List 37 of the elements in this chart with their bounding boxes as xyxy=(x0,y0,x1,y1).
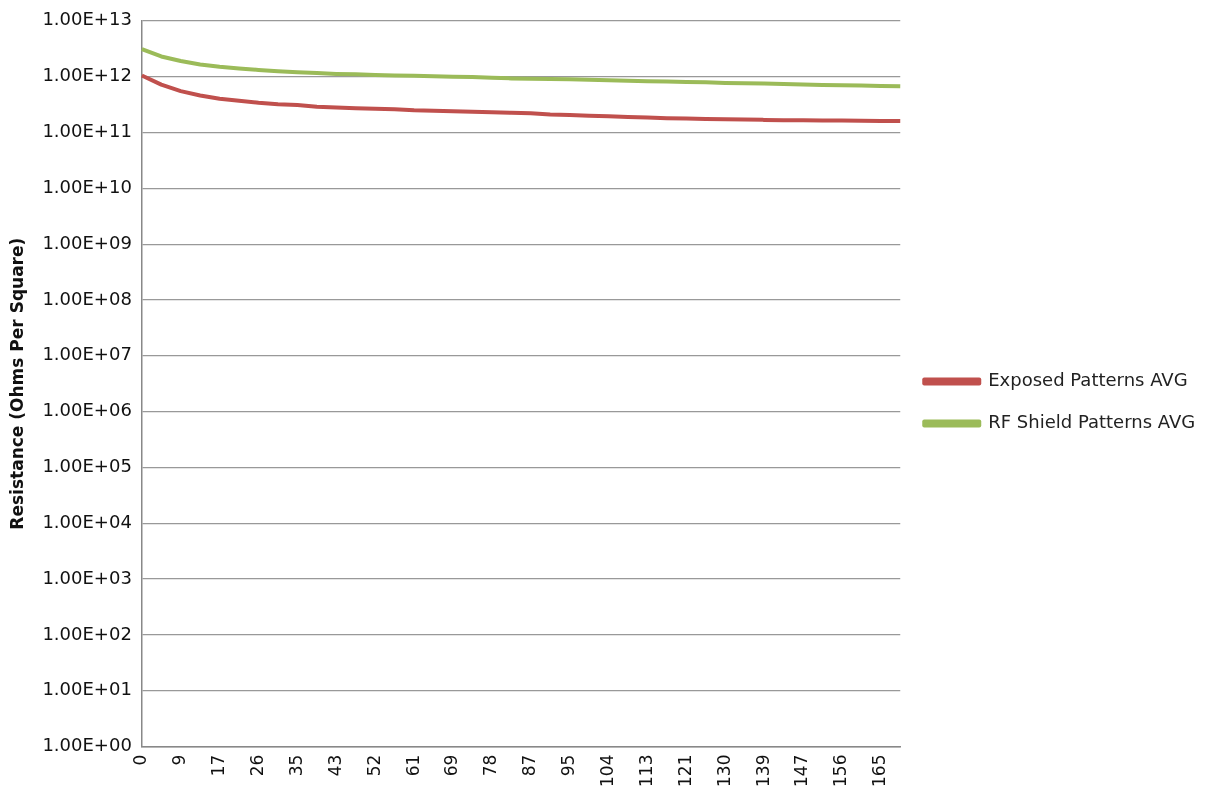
x-tick-label: 35 xyxy=(285,754,306,777)
y-tick-label: 1.00E+11 xyxy=(42,120,132,142)
legend-label: Exposed Patterns AVG xyxy=(988,369,1188,391)
x-tick-label: 17 xyxy=(208,754,229,777)
x-tick-label: 113 xyxy=(635,754,656,788)
y-tick-label: 1.00E+08 xyxy=(42,287,132,309)
x-tick-label: 0 xyxy=(130,754,151,766)
x-tick-label: 9 xyxy=(169,754,190,766)
x-tick-label: 130 xyxy=(713,754,734,788)
y-tick-label: 1.00E+03 xyxy=(42,566,132,588)
x-tick-label: 147 xyxy=(791,754,812,788)
x-tick-label: 69 xyxy=(441,754,462,777)
x-tick-label: 121 xyxy=(674,754,695,788)
y-tick-label: 1.00E+13 xyxy=(42,8,132,30)
x-tick-label: 26 xyxy=(246,754,267,777)
x-tick-label: 61 xyxy=(402,754,423,777)
x-tick-label: 95 xyxy=(558,754,579,777)
y-axis-title: Resistance (Ohms Per Square) xyxy=(6,237,27,530)
x-tick-label: 165 xyxy=(869,754,890,788)
x-tick-label: 139 xyxy=(752,754,773,788)
y-tick-label: 1.00E+06 xyxy=(42,399,132,421)
x-tick-label: 52 xyxy=(363,754,384,777)
x-tick-label: 78 xyxy=(480,754,501,777)
y-tick-label: 1.00E+12 xyxy=(42,64,132,86)
x-tick-label: 87 xyxy=(519,754,540,777)
y-tick-label: 1.00E+05 xyxy=(42,455,132,477)
y-tick-label: 1.00E+07 xyxy=(42,343,132,365)
y-tick-label: 1.00E+09 xyxy=(42,231,132,253)
y-tick-label: 1.00E+01 xyxy=(42,678,132,700)
y-tick-label: 1.00E+10 xyxy=(42,175,132,197)
x-tick-label: 156 xyxy=(830,754,851,788)
y-tick-label: 1.00E+02 xyxy=(42,622,132,644)
x-tick-label: 104 xyxy=(596,754,617,788)
y-tick-label: 1.00E+04 xyxy=(42,510,132,532)
x-tick-label: 43 xyxy=(324,754,345,777)
y-tick-label: 1.00E+00 xyxy=(42,734,132,756)
legend-label: RF Shield Patterns AVG xyxy=(988,411,1196,433)
